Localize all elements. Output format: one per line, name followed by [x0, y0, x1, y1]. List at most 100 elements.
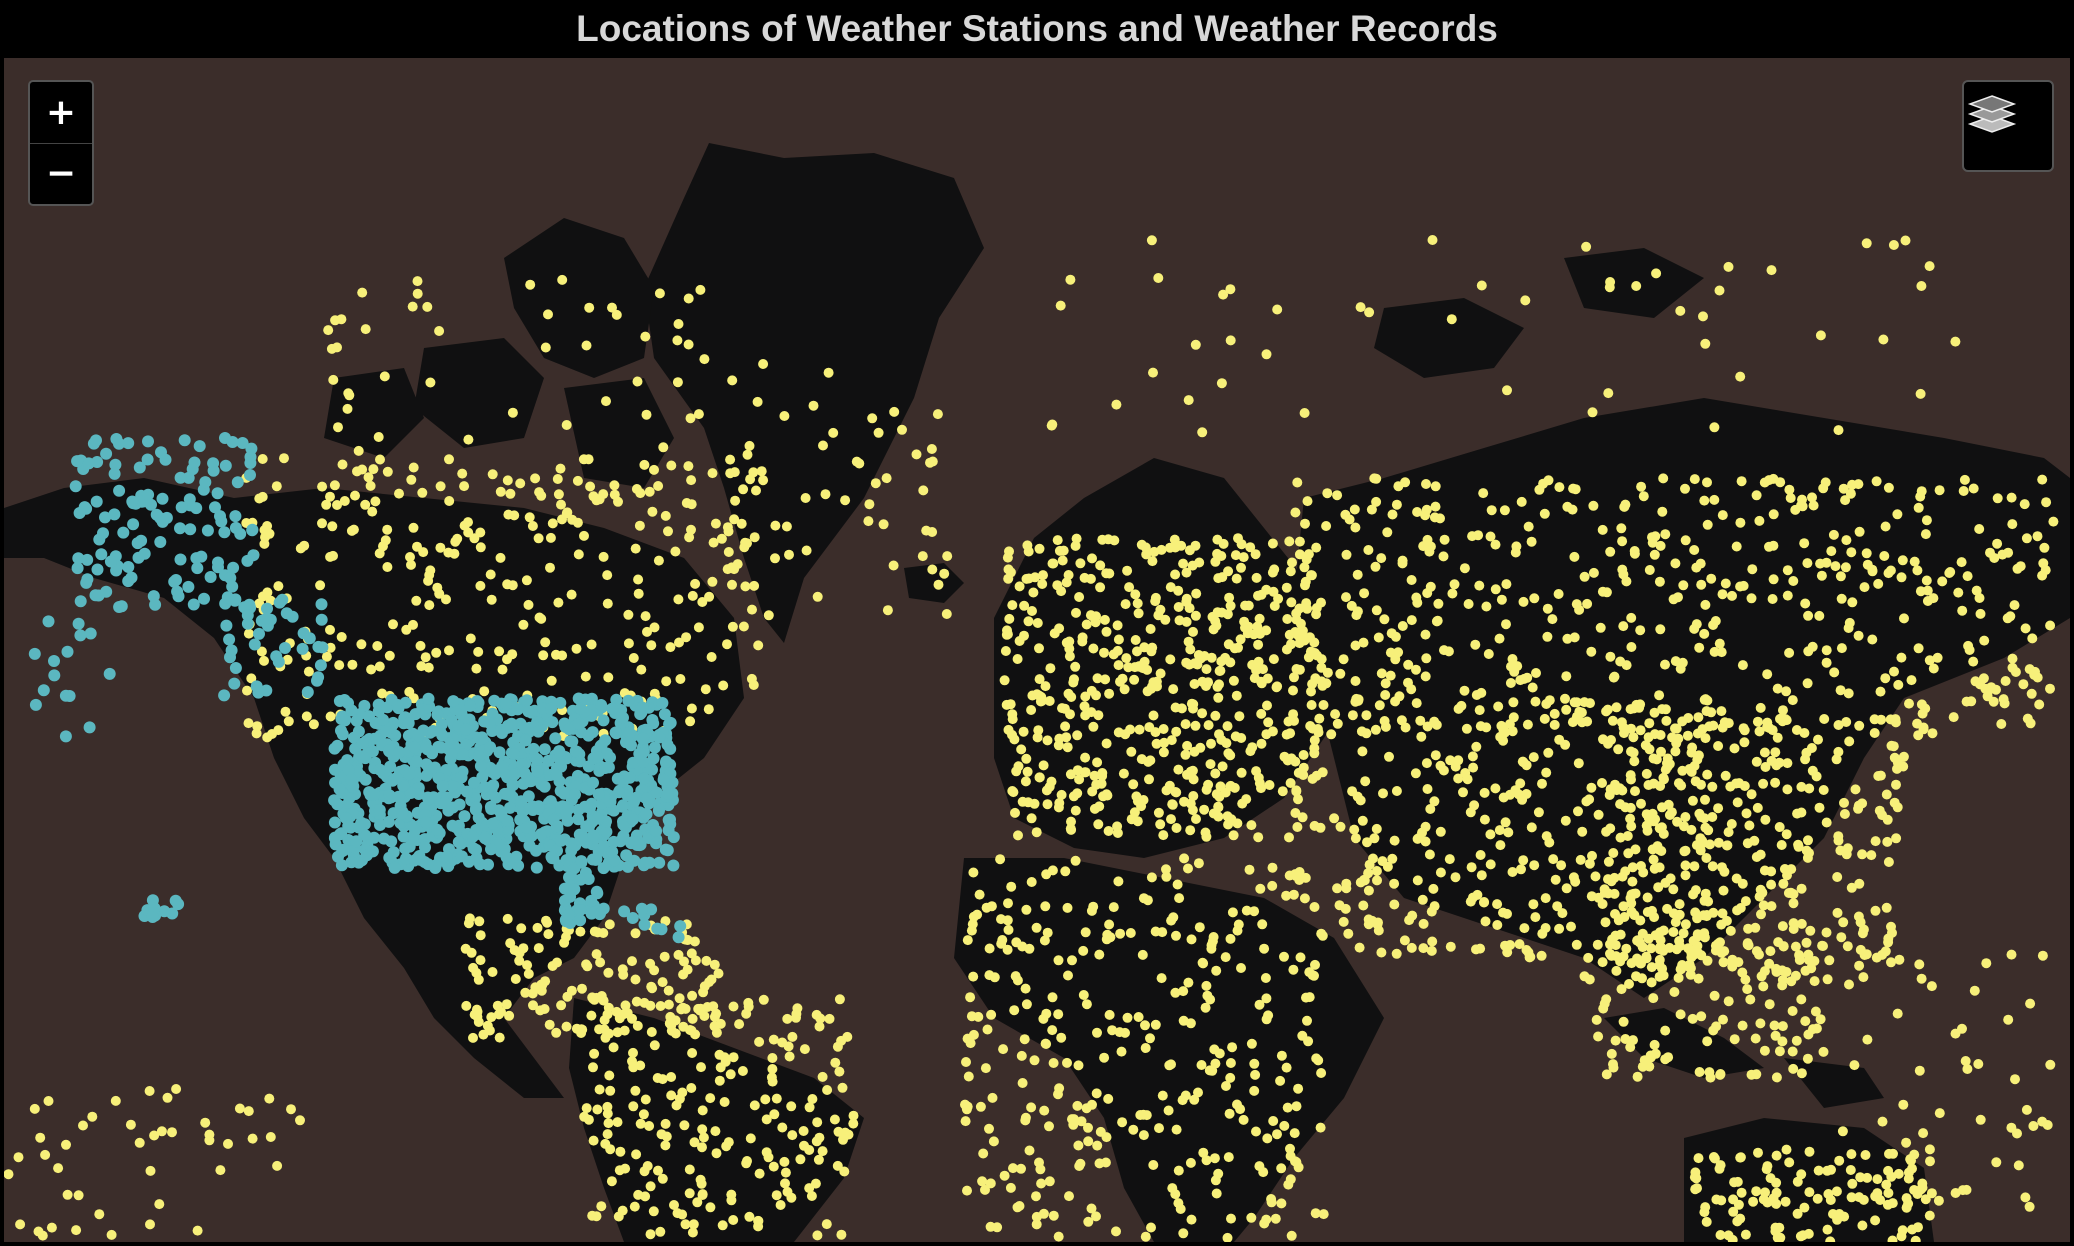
weather-station-point[interactable] [1950, 1188, 1961, 1198]
weather-station-point[interactable] [1023, 797, 1034, 808]
weather-station-point[interactable] [1332, 490, 1343, 501]
weather-station-point[interactable] [1042, 927, 1053, 938]
weather-station-point[interactable] [663, 526, 673, 537]
weather-station-point[interactable] [1046, 776, 1057, 787]
weather-station-point[interactable] [1759, 747, 1770, 758]
weather-station-point[interactable] [1465, 896, 1476, 907]
weather-station-point[interactable] [807, 1094, 818, 1104]
weather-station-point[interactable] [1310, 1208, 1321, 1219]
weather-station-point[interactable] [1005, 1182, 1016, 1193]
weather-station-point[interactable] [1618, 1016, 1629, 1027]
weather-station-point[interactable] [1034, 543, 1045, 554]
weather-station-point[interactable] [1875, 686, 1886, 697]
weather-station-point[interactable] [614, 1165, 625, 1176]
weather-station-point[interactable] [1231, 573, 1242, 584]
weather-station-point[interactable] [962, 935, 973, 946]
weather-station-point[interactable] [1250, 549, 1261, 560]
weather-station-point[interactable] [540, 637, 551, 648]
weather-station-point[interactable] [264, 1093, 275, 1104]
weather-station-point[interactable] [2028, 1121, 2039, 1131]
weather-station-point[interactable] [1734, 778, 1745, 789]
weather-station-point[interactable] [1626, 898, 1637, 909]
weather-station-point[interactable] [1781, 686, 1792, 697]
weather-station-point[interactable] [1814, 610, 1825, 621]
weather-station-point[interactable] [1263, 1010, 1274, 1021]
weather-station-point[interactable] [1924, 1144, 1935, 1155]
weather-station-point[interactable] [1002, 944, 1013, 955]
weather-station-point[interactable] [435, 542, 446, 553]
weather-station-point[interactable] [1277, 786, 1288, 797]
weather-station-point[interactable] [1007, 714, 1018, 725]
weather-station-point[interactable] [1822, 1224, 1833, 1235]
weather-station-point[interactable] [1870, 836, 1881, 847]
weather-station-point[interactable] [1673, 972, 1684, 983]
weather-station-point[interactable] [1717, 722, 1728, 733]
weather-station-point[interactable] [840, 495, 851, 506]
weather-record-point[interactable] [422, 858, 434, 871]
weather-station-point[interactable] [1134, 724, 1145, 735]
weather-station-point[interactable] [384, 650, 395, 661]
weather-station-point[interactable] [1009, 734, 1020, 745]
weather-record-point[interactable] [147, 590, 160, 603]
weather-station-point[interactable] [1286, 1230, 1297, 1241]
weather-station-point[interactable] [1307, 679, 1318, 689]
weather-record-point[interactable] [175, 501, 188, 514]
weather-record-point[interactable] [333, 783, 346, 796]
weather-station-point[interactable] [283, 716, 294, 727]
weather-station-point[interactable] [867, 413, 878, 424]
weather-station-point[interactable] [1649, 549, 1660, 560]
weather-station-point[interactable] [1074, 592, 1085, 602]
weather-station-point[interactable] [2010, 1074, 2020, 1085]
weather-station-point[interactable] [598, 928, 609, 938]
weather-station-point[interactable] [1796, 1169, 1807, 1180]
weather-station-point[interactable] [547, 961, 558, 971]
weather-station-point[interactable] [1425, 581, 1436, 592]
weather-station-point[interactable] [1866, 850, 1877, 861]
weather-station-point[interactable] [2029, 669, 2040, 680]
weather-station-point[interactable] [848, 1118, 859, 1129]
weather-station-point[interactable] [1125, 724, 1136, 735]
weather-record-point[interactable] [496, 760, 509, 773]
weather-station-point[interactable] [2003, 1014, 2014, 1025]
weather-station-point[interactable] [1145, 1033, 1155, 1044]
weather-station-point[interactable] [365, 480, 376, 491]
weather-station-point[interactable] [1513, 789, 1524, 800]
weather-station-point[interactable] [1670, 746, 1681, 757]
weather-record-point[interactable] [612, 786, 625, 799]
weather-station-point[interactable] [145, 1219, 155, 1230]
weather-station-point[interactable] [1799, 538, 1810, 549]
weather-record-point[interactable] [590, 853, 603, 866]
weather-station-point[interactable] [1953, 587, 1964, 598]
weather-station-point[interactable] [653, 481, 664, 491]
weather-station-point[interactable] [1654, 690, 1665, 701]
weather-station-point[interactable] [1034, 1157, 1044, 1168]
weather-record-point[interactable] [555, 834, 568, 847]
weather-record-point[interactable] [211, 487, 224, 500]
weather-station-point[interactable] [1646, 977, 1657, 988]
weather-station-point[interactable] [1188, 699, 1199, 710]
weather-station-point[interactable] [1735, 1152, 1746, 1163]
weather-station-point[interactable] [1687, 795, 1698, 806]
weather-station-point[interactable] [1053, 1089, 1063, 1100]
weather-station-point[interactable] [1915, 388, 1926, 399]
weather-station-point[interactable] [594, 1084, 605, 1095]
weather-record-point[interactable] [270, 650, 283, 663]
weather-station-point[interactable] [2034, 699, 2045, 710]
weather-station-point[interactable] [1928, 663, 1939, 674]
weather-station-point[interactable] [655, 1001, 666, 1011]
weather-station-point[interactable] [1317, 767, 1328, 778]
weather-station-point[interactable] [1118, 768, 1129, 779]
weather-station-point[interactable] [1472, 889, 1483, 900]
weather-station-point[interactable] [1370, 561, 1381, 572]
weather-station-point[interactable] [817, 1146, 828, 1157]
weather-station-point[interactable] [1587, 850, 1597, 861]
weather-station-point[interactable] [1720, 578, 1731, 589]
weather-station-point[interactable] [1728, 1206, 1739, 1217]
weather-station-point[interactable] [1616, 984, 1627, 995]
weather-record-point[interactable] [592, 788, 605, 801]
weather-station-point[interactable] [1877, 1116, 1888, 1127]
weather-station-point[interactable] [1181, 593, 1192, 604]
weather-station-point[interactable] [582, 961, 593, 972]
weather-record-point[interactable] [90, 434, 102, 447]
weather-station-point[interactable] [1376, 947, 1387, 958]
